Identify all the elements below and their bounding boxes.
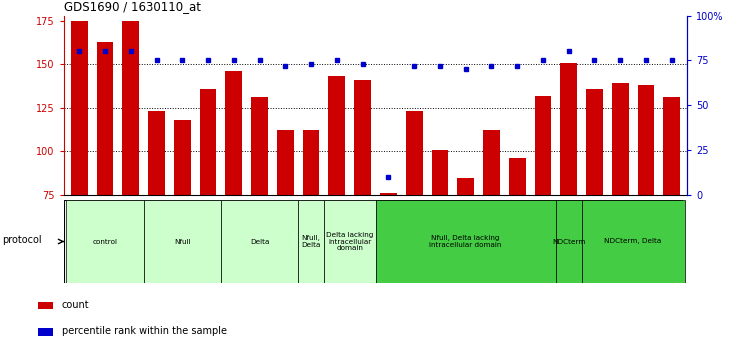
Text: GSM53409: GSM53409 [461, 200, 470, 242]
Bar [508, 158, 526, 326]
Bar [638, 85, 654, 326]
Bar [483, 130, 499, 326]
Bar [560, 62, 577, 326]
Text: protocol: protocol [2, 235, 42, 245]
Bar [148, 111, 165, 326]
Text: control: control [92, 238, 118, 245]
Text: GSM53408: GSM53408 [204, 200, 213, 242]
Text: GSM53401: GSM53401 [255, 200, 264, 242]
Bar [586, 89, 603, 326]
Bar [174, 120, 191, 326]
Bar [277, 130, 294, 326]
Bar [612, 83, 629, 326]
Text: GSM53394: GSM53394 [641, 200, 650, 242]
Text: GSM53390: GSM53390 [229, 200, 238, 242]
Text: GSM53395: GSM53395 [538, 200, 547, 242]
Bar [38, 302, 53, 309]
Text: GSM53389: GSM53389 [590, 200, 599, 242]
Bar [376, 200, 556, 283]
Text: GSM53406: GSM53406 [281, 200, 290, 242]
Bar [406, 111, 423, 326]
Text: GSM53396: GSM53396 [101, 200, 110, 242]
Text: GSM53391: GSM53391 [616, 200, 625, 242]
Bar [324, 200, 376, 283]
Bar [122, 21, 139, 326]
Text: Nfull,
Delta: Nfull, Delta [301, 235, 321, 248]
Text: Delta lacking
intracellular
domain: Delta lacking intracellular domain [326, 231, 373, 252]
Text: GSM53405: GSM53405 [436, 200, 445, 242]
Text: GSM53411: GSM53411 [513, 200, 522, 241]
Bar [457, 178, 474, 326]
Bar [535, 96, 551, 326]
Text: GSM53407: GSM53407 [667, 200, 676, 242]
Text: percentile rank within the sample: percentile rank within the sample [62, 326, 227, 336]
Text: NDCterm, Delta: NDCterm, Delta [605, 238, 662, 245]
Bar [71, 21, 88, 326]
Text: GSM53392: GSM53392 [384, 200, 393, 242]
Bar [252, 97, 268, 326]
Bar [225, 71, 243, 326]
Text: Nfull, Delta lacking
intracellular domain: Nfull, Delta lacking intracellular domai… [430, 235, 502, 248]
Text: Delta: Delta [250, 238, 270, 245]
Text: GSM53400: GSM53400 [409, 200, 418, 242]
Text: Nfull: Nfull [174, 238, 191, 245]
Bar [663, 97, 680, 326]
Text: GSM53404: GSM53404 [564, 200, 573, 242]
Bar [298, 200, 324, 283]
Bar [432, 150, 448, 326]
Text: GSM53388: GSM53388 [333, 200, 342, 241]
Text: GSM53399: GSM53399 [178, 200, 187, 242]
Bar [303, 130, 319, 326]
Bar [66, 200, 143, 283]
Text: GSM53393: GSM53393 [75, 200, 84, 242]
Bar [380, 193, 397, 326]
Text: GSM53397: GSM53397 [152, 200, 161, 242]
Text: GDS1690 / 1630110_at: GDS1690 / 1630110_at [64, 0, 201, 13]
Bar [38, 328, 53, 336]
Bar [200, 89, 216, 326]
Text: GSM53403: GSM53403 [126, 200, 135, 242]
Bar [143, 200, 221, 283]
Text: GSM53402: GSM53402 [306, 200, 315, 242]
Bar [354, 80, 371, 326]
Bar [581, 200, 685, 283]
Text: NDCterm: NDCterm [552, 238, 585, 245]
Bar [97, 42, 113, 326]
Bar [328, 77, 345, 326]
Text: GSM53410: GSM53410 [487, 200, 496, 242]
Text: count: count [62, 300, 89, 309]
Bar [221, 200, 298, 283]
Text: GSM53398: GSM53398 [358, 200, 367, 242]
Bar [556, 200, 581, 283]
